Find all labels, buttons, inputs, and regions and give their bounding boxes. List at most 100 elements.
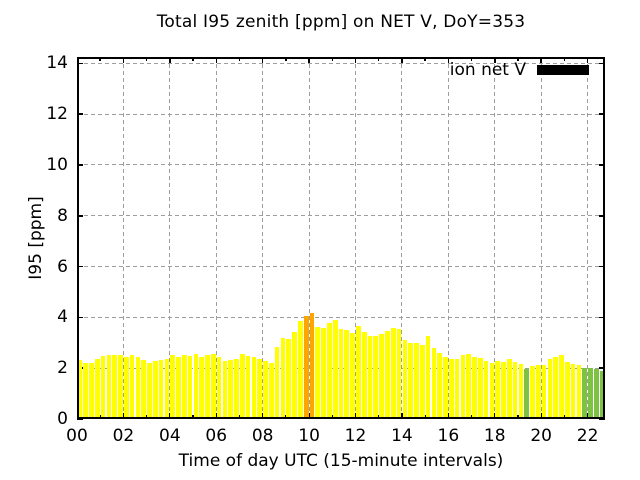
bar <box>402 340 408 419</box>
y-tick-label: 6 <box>57 256 68 277</box>
bar <box>443 357 448 419</box>
x-tick-mark <box>494 413 496 419</box>
bar <box>123 357 129 419</box>
bar <box>396 328 402 419</box>
x-tick-mark <box>424 57 426 61</box>
y-tick-mark <box>77 164 83 166</box>
bar <box>483 361 489 419</box>
bar <box>570 364 576 419</box>
gridline-horizontal <box>77 113 605 115</box>
x-tick-mark <box>517 57 519 61</box>
bar <box>419 345 425 419</box>
bar <box>315 327 321 419</box>
bar <box>118 354 123 419</box>
x-tick-label: 10 <box>298 426 320 446</box>
x-tick-mark <box>169 57 171 63</box>
bar <box>77 360 83 419</box>
y-tick-label: 12 <box>46 104 68 125</box>
y-tick-mark <box>77 316 83 319</box>
bar <box>367 335 373 419</box>
bar <box>240 354 245 419</box>
x-tick-mark <box>122 57 125 63</box>
bar <box>280 337 286 419</box>
bar <box>170 354 176 419</box>
bar <box>512 361 518 419</box>
x-tick-mark <box>308 413 310 419</box>
y-tick-mark <box>599 62 605 65</box>
y-tick-label: 8 <box>57 205 68 226</box>
bar <box>553 356 558 419</box>
bar <box>205 354 210 419</box>
y-tick-label: 10 <box>46 154 68 175</box>
y-tick-mark <box>599 215 605 217</box>
x-tick-mark <box>192 57 194 61</box>
bar <box>379 333 384 419</box>
gridline-horizontal <box>77 316 605 318</box>
bar <box>541 365 547 419</box>
bar <box>373 335 379 419</box>
y-tick-mark <box>599 367 605 369</box>
x-tick-mark <box>331 57 334 61</box>
bar <box>112 354 118 419</box>
bar <box>408 342 413 419</box>
bar <box>431 347 437 419</box>
bar <box>135 357 141 419</box>
bar <box>106 354 112 419</box>
bar <box>338 328 344 419</box>
x-tick-mark <box>586 413 589 419</box>
legend-swatch <box>537 65 589 75</box>
gridline-vertical <box>401 57 403 419</box>
x-tick-mark <box>261 413 264 419</box>
y-tick-mark <box>77 113 83 115</box>
legend: ion net V <box>450 58 589 82</box>
bar <box>390 327 396 419</box>
bar <box>94 359 100 419</box>
bar <box>344 330 350 419</box>
bar <box>251 356 257 419</box>
y-tick-mark <box>599 164 605 166</box>
y-tick-label: 2 <box>57 358 68 379</box>
y-tick-mark <box>599 113 605 115</box>
bar <box>501 362 506 419</box>
bar <box>228 359 234 419</box>
x-tick-label: 22 <box>576 426 599 446</box>
bar <box>518 364 524 419</box>
bar <box>298 321 303 419</box>
gridline-vertical <box>447 57 449 419</box>
gridline-horizontal <box>77 215 605 217</box>
gridline-horizontal <box>77 62 605 64</box>
bar <box>274 346 280 419</box>
bar <box>489 362 495 419</box>
bar <box>153 361 158 419</box>
bar <box>535 365 541 419</box>
bar <box>158 360 164 419</box>
bar <box>269 362 274 419</box>
x-tick-label: 06 <box>205 426 228 446</box>
x-tick-label: 14 <box>391 426 413 446</box>
x-tick-mark <box>99 57 101 61</box>
bar <box>524 368 529 419</box>
x-tick-label: 16 <box>437 426 460 446</box>
bar <box>286 339 292 419</box>
x-tick-label: 00 <box>66 426 88 446</box>
bar <box>222 360 228 419</box>
gridline-vertical <box>494 57 496 419</box>
x-tick-mark <box>494 57 496 63</box>
y-tick-mark <box>77 62 83 65</box>
bar <box>448 358 454 419</box>
bar <box>182 354 187 419</box>
y-tick-label: 14 <box>46 53 68 74</box>
x-tick-mark <box>285 57 287 61</box>
bar <box>309 313 315 419</box>
x-tick-mark <box>377 57 380 61</box>
bar <box>89 362 94 419</box>
x-tick-mark <box>586 57 589 63</box>
bar <box>588 368 593 419</box>
y-tick-label: 0 <box>57 409 68 429</box>
x-tick-mark <box>540 57 542 63</box>
bar <box>234 359 239 419</box>
bar <box>472 356 477 419</box>
bar <box>361 331 367 419</box>
x-tick-mark <box>470 57 473 61</box>
